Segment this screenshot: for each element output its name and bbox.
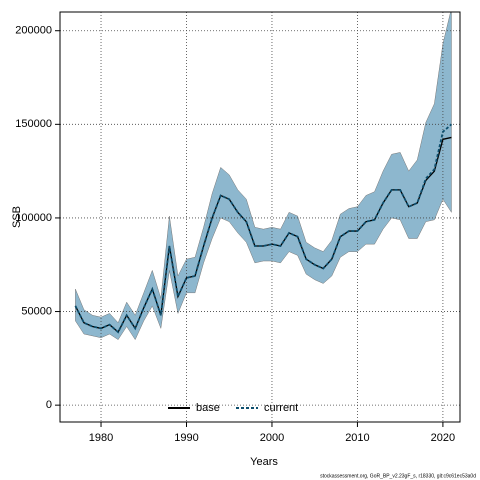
footnote: stockassessment.org, GoR_BP_v2.23gF_s, r… (320, 473, 476, 479)
x-axis-label: Years (250, 456, 278, 468)
y-axis-label: SSB (11, 206, 23, 228)
legend-label: base (196, 402, 220, 414)
series-line (74, 123, 453, 334)
y-tick-label: 50000 (21, 305, 52, 317)
x-tick-label: 2020 (431, 432, 455, 444)
x-tick-label: 1990 (174, 432, 198, 444)
confidence-band (75, 12, 452, 341)
y-tick-label: 0 (46, 399, 52, 411)
x-tick-label: 2010 (345, 432, 369, 444)
plot-frame (59, 11, 461, 423)
x-tick-label: 2000 (260, 432, 284, 444)
y-tick-label: 100000 (15, 212, 52, 224)
y-tick-label: 200000 (15, 25, 52, 37)
x-tick-label: 1980 (89, 432, 113, 444)
legend-label: current (264, 402, 298, 414)
y-tick-label: 150000 (15, 118, 52, 130)
